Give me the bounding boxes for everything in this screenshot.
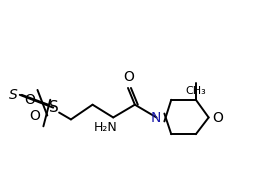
Text: S: S: [9, 88, 18, 102]
Text: O: O: [213, 111, 224, 126]
Text: O: O: [25, 93, 36, 107]
Text: CH₃: CH₃: [185, 86, 206, 96]
Text: H₂N: H₂N: [93, 121, 117, 134]
Text: S: S: [49, 100, 59, 115]
Text: O: O: [29, 109, 40, 123]
Text: N: N: [150, 111, 161, 126]
Text: O: O: [123, 70, 134, 84]
